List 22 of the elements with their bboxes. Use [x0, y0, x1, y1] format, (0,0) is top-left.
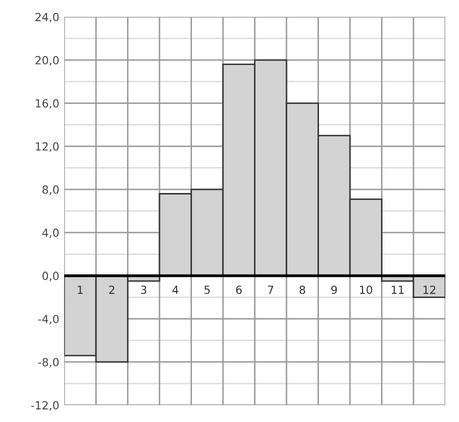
x-tick-label: 4: [172, 286, 178, 294]
x-tick-label: 2: [109, 286, 114, 294]
y-tick-label: 4,0: [42, 228, 59, 238]
x-tick-label: 8: [300, 286, 306, 294]
x-tick-label: 11: [392, 286, 404, 294]
x-tick-label: 9: [331, 286, 337, 294]
y-tick-label: -4,0: [38, 314, 59, 324]
y-tick-label: 8,0: [42, 185, 59, 195]
x-tick-label: 10: [360, 286, 372, 294]
x-tick-label: 7: [268, 286, 274, 294]
y-tick-label: 16,0: [36, 99, 59, 109]
x-tick-label: 5: [204, 286, 210, 294]
x-tick-label: 6: [236, 286, 242, 294]
y-tick-label: 12,0: [36, 142, 59, 152]
y-tick-label: 24,0: [35, 12, 59, 22]
y-tick-label: 0,0: [42, 272, 59, 282]
x-tick-label: 3: [140, 286, 146, 294]
y-tick-label: 20,0: [35, 56, 59, 66]
y-tick-label: -8,0: [38, 358, 59, 368]
x-tick-label: 1: [78, 286, 83, 294]
x-tick-label: 12: [424, 286, 436, 294]
y-tick-label: -12,0: [31, 401, 59, 411]
